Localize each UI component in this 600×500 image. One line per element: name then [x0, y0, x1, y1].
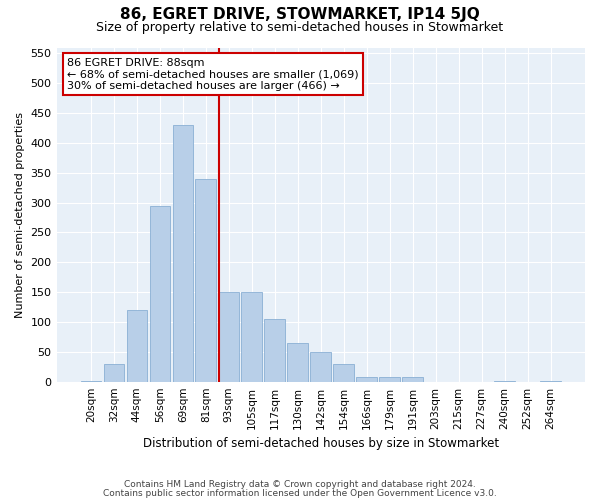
Bar	[149, 206, 170, 382]
Text: 86, EGRET DRIVE, STOWMARKET, IP14 5JQ: 86, EGRET DRIVE, STOWMARKET, IP14 5JQ	[120, 8, 480, 22]
Bar	[379, 377, 400, 382]
Bar	[287, 343, 308, 382]
Bar	[173, 125, 193, 382]
Bar	[334, 364, 354, 382]
Bar	[241, 292, 262, 382]
Bar	[540, 381, 561, 382]
Text: Size of property relative to semi-detached houses in Stowmarket: Size of property relative to semi-detach…	[97, 22, 503, 35]
Text: Contains HM Land Registry data © Crown copyright and database right 2024.: Contains HM Land Registry data © Crown c…	[124, 480, 476, 489]
Bar	[494, 381, 515, 382]
X-axis label: Distribution of semi-detached houses by size in Stowmarket: Distribution of semi-detached houses by …	[143, 437, 499, 450]
Bar	[80, 381, 101, 382]
Y-axis label: Number of semi-detached properties: Number of semi-detached properties	[15, 112, 25, 318]
Bar	[196, 179, 216, 382]
Bar	[127, 310, 147, 382]
Bar	[356, 377, 377, 382]
Bar	[104, 364, 124, 382]
Bar	[265, 319, 285, 382]
Text: 86 EGRET DRIVE: 88sqm
← 68% of semi-detached houses are smaller (1,069)
30% of s: 86 EGRET DRIVE: 88sqm ← 68% of semi-deta…	[67, 58, 359, 90]
Bar	[310, 352, 331, 382]
Bar	[218, 292, 239, 382]
Bar	[403, 377, 423, 382]
Text: Contains public sector information licensed under the Open Government Licence v3: Contains public sector information licen…	[103, 488, 497, 498]
